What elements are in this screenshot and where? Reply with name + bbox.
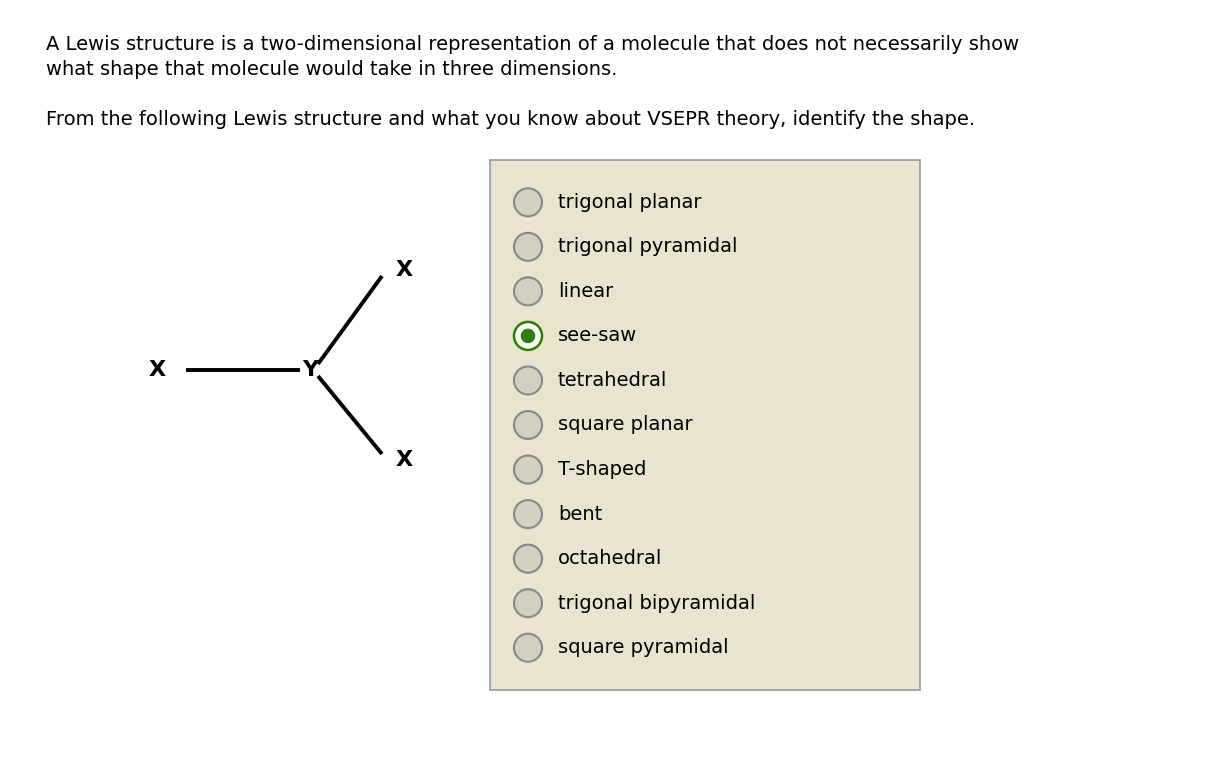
Text: square planar: square planar [558, 416, 693, 435]
Circle shape [514, 634, 541, 662]
Text: linear: linear [558, 282, 613, 301]
Circle shape [514, 366, 541, 394]
Circle shape [514, 411, 541, 439]
Text: trigonal bipyramidal: trigonal bipyramidal [558, 594, 755, 613]
Text: tetrahedral: tetrahedral [558, 371, 668, 390]
Circle shape [514, 589, 541, 617]
Text: trigonal planar: trigonal planar [558, 193, 702, 212]
Text: A Lewis structure is a two-dimensional representation of a molecule that does no: A Lewis structure is a two-dimensional r… [46, 35, 1019, 54]
Text: T-shaped: T-shaped [558, 460, 646, 479]
Text: X: X [396, 450, 413, 470]
Text: bent: bent [558, 505, 602, 524]
Circle shape [514, 500, 541, 528]
Text: see-saw: see-saw [558, 326, 637, 345]
Text: Y: Y [302, 360, 318, 380]
Text: X: X [396, 260, 413, 280]
Circle shape [514, 188, 541, 217]
Bar [490, 160, 920, 690]
Circle shape [514, 455, 541, 483]
Text: square pyramidal: square pyramidal [558, 638, 728, 657]
Text: what shape that molecule would take in three dimensions.: what shape that molecule would take in t… [46, 60, 618, 79]
Text: From the following Lewis structure and what you know about VSEPR theory, identif: From the following Lewis structure and w… [46, 110, 975, 129]
Text: octahedral: octahedral [558, 549, 663, 568]
Circle shape [514, 277, 541, 306]
Circle shape [521, 328, 535, 344]
Text: trigonal pyramidal: trigonal pyramidal [558, 237, 737, 256]
Circle shape [514, 322, 541, 350]
Circle shape [514, 233, 541, 261]
Text: X: X [149, 360, 166, 380]
Circle shape [514, 545, 541, 572]
